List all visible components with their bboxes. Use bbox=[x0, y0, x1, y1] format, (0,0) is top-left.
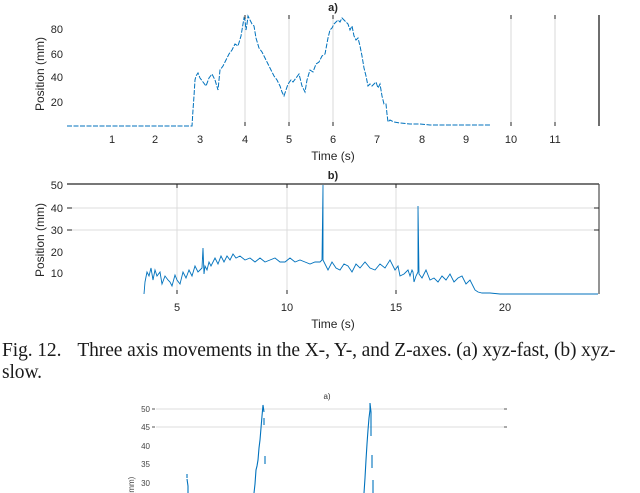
chart-b-tickmarks bbox=[67, 184, 599, 294]
chart-a: a) 80 60 40 20 1 2 bbox=[33, 2, 600, 163]
chart-a-grid bbox=[244, 15, 556, 126]
figure-caption: Fig. 12. Three axis movements in the X-, … bbox=[2, 340, 640, 384]
chart-a-line bbox=[67, 14, 490, 127]
chart-c-tickmarks bbox=[152, 408, 507, 428]
xtick-label: 7 bbox=[374, 134, 380, 146]
xtick-label: 10 bbox=[505, 134, 517, 146]
xtick-label: 15 bbox=[390, 302, 402, 314]
ytick-label: 30 bbox=[51, 225, 63, 237]
ytick-label: 40 bbox=[51, 72, 63, 84]
chart-a-ylabel: Position (mm) bbox=[33, 37, 47, 111]
chart-c-grid bbox=[156, 408, 505, 428]
xtick-label: 6 bbox=[330, 134, 336, 146]
ytick-label: 40 bbox=[51, 203, 63, 215]
ytick-label: 50 bbox=[51, 180, 63, 192]
chart-a-tickmarks bbox=[244, 15, 556, 126]
chart-c-title: a) bbox=[323, 392, 330, 401]
ytick-label: 45 bbox=[141, 423, 150, 432]
ytick-label: 10 bbox=[51, 268, 63, 280]
chart-b-title: b) bbox=[328, 170, 339, 182]
xtick-label: 2 bbox=[152, 134, 158, 146]
chart-c-yticklabels: 50 45 40 35 30 bbox=[141, 405, 150, 488]
caption-label: Fig. 12. bbox=[2, 340, 62, 361]
xtick-label: 10 bbox=[281, 302, 293, 314]
chart-a-title: a) bbox=[328, 2, 338, 14]
chart-b: b) 50 40 30 20 10 5 bbox=[33, 170, 600, 331]
chart-a-yticklabels: 80 60 40 20 bbox=[51, 24, 63, 109]
xtick-label: 11 bbox=[549, 134, 560, 146]
chart-b-ylabel: Position (mm) bbox=[33, 203, 47, 277]
ytick-label: 20 bbox=[51, 97, 63, 109]
caption-text: Three axis movements in the X-, Y-, and … bbox=[2, 340, 616, 383]
chart-c-line bbox=[186, 402, 374, 493]
ytick-label: 30 bbox=[141, 479, 150, 488]
xtick-label: 20 bbox=[499, 302, 511, 314]
ytick-label: 40 bbox=[141, 442, 150, 451]
xtick-label: 8 bbox=[419, 134, 425, 146]
xtick-label: 1 bbox=[109, 134, 115, 146]
chart-a-xticklabels: 1 2 3 4 5 6 7 8 9 10 11 bbox=[109, 134, 561, 146]
chart-c-ylabel: (mm) bbox=[127, 476, 136, 493]
xtick-label: 5 bbox=[286, 134, 292, 146]
ytick-label: 80 bbox=[51, 24, 63, 36]
ytick-label: 35 bbox=[141, 460, 150, 469]
chart-b-xlabel: Time (s) bbox=[311, 317, 355, 331]
chart-b-yticklabels: 50 40 30 20 10 bbox=[51, 180, 63, 280]
ytick-label: 20 bbox=[51, 247, 63, 259]
chart-b-xticklabels: 5 10 15 20 bbox=[174, 302, 511, 314]
xtick-label: 9 bbox=[463, 134, 469, 146]
chart-b-grid bbox=[67, 184, 599, 294]
ytick-label: 50 bbox=[141, 405, 150, 414]
chart-a-xlabel: Time (s) bbox=[311, 149, 355, 163]
chart-b-line bbox=[143, 184, 598, 295]
chart-c-partial: a) 50 45 40 35 30 (mm) bbox=[127, 392, 507, 493]
ytick-label: 60 bbox=[51, 49, 63, 61]
xtick-label: 4 bbox=[242, 134, 248, 146]
xtick-label: 5 bbox=[174, 302, 180, 314]
xtick-label: 3 bbox=[197, 134, 203, 146]
